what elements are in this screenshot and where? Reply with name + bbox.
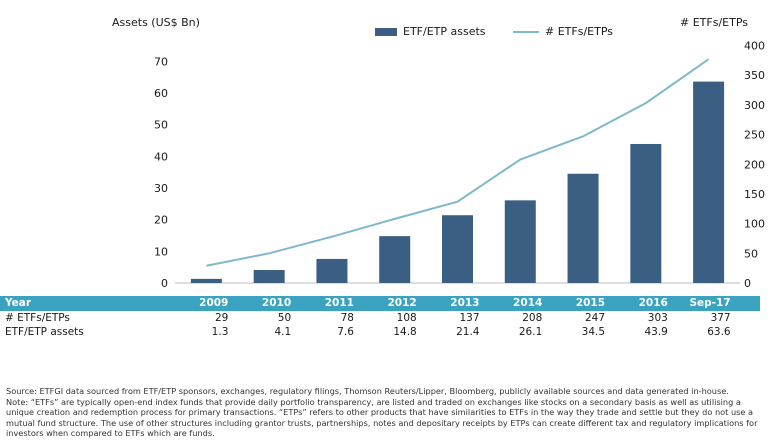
year-cell: 2014 [513,297,543,309]
left-tick-label: 50 [154,119,168,132]
year-cell: Sep-17 [689,297,731,309]
year-cell: 2011 [324,297,354,309]
right-tick-label: 250 [744,129,765,142]
table-cell: 63.6 [707,326,731,338]
year-cell: 2013 [450,297,480,309]
table-cell: 247 [585,312,606,324]
year-cell: 2012 [387,297,417,309]
left-tick-label: 70 [154,55,168,68]
left-tick-label: 10 [154,245,168,258]
bar [316,258,348,283]
data-table: Year 2009 2010 2011 2012 2013 2014 2015 … [0,296,760,339]
table-cell: 4.1 [274,326,292,338]
definition-note: Note: “ETFs” are typically open-end inde… [6,396,758,439]
bar [630,143,662,283]
year-cell: 2009 [199,297,229,309]
left-tick-label: 30 [154,182,168,195]
bar [504,200,536,283]
right-tick-label: 50 [744,247,758,260]
table-cell: 7.6 [337,326,354,338]
year-cell: 2015 [575,297,606,309]
table-cell: 137 [459,312,480,324]
table-row-count: # ETFs/ETPs 29 50 78 108 137 208 247 303… [0,311,760,325]
legend-line: # ETFs/ETPs [513,25,613,38]
bar [693,81,725,283]
right-tick-label: 100 [744,218,765,231]
legend-line-swatch [513,30,539,33]
year-cell: 2010 [261,297,292,309]
right-tick-label: 0 [744,277,751,290]
right-tick-label: 350 [744,69,765,82]
left-axis-title: Assets (US$ Bn) [112,16,200,29]
table-cell: 34.5 [581,326,606,338]
footnote: Source: ETFGI data sourced from ETF/ETP … [6,386,766,439]
legend-bar-swatch [375,27,397,36]
table-header-label: Year [5,297,32,309]
table-cell: 50 [277,312,292,324]
left-tick-label: 20 [154,214,168,227]
table-cell: 21.4 [456,326,480,338]
table-row-assets: ETF/ETP assets 1.3 4.1 7.6 14.8 21.4 26.… [0,325,760,339]
legend-bar-label: ETF/ETP assets [403,25,486,38]
year-cell: 2016 [638,297,668,309]
bar [190,278,222,283]
table-cell: 377 [710,312,731,324]
source-note: Source: ETFGI data sourced from ETF/ETP … [6,386,729,396]
combo-chart: 0 10 20 30 40 50 60 70 0 50 100 150 200 250 300 350 400 [154,40,765,291]
right-tick-label: 400 [744,40,765,53]
right-axis-title: # ETFs/ETPs [680,16,748,29]
table-cell: 43.9 [644,326,668,338]
table-row-label: # ETFs/ETPs [5,312,70,324]
right-tick-label: 200 [744,158,765,171]
left-tick-label: 60 [154,87,168,100]
table-cell: 1.3 [211,326,229,338]
table-row-label: ETF/ETP assets [5,326,84,338]
table-cell: 108 [396,312,417,324]
bar [379,236,411,283]
table-cell: 208 [522,312,543,324]
legend-bar: ETF/ETP assets [375,25,486,38]
left-tick-label: 40 [154,150,168,163]
table-header-row: Year 2009 2010 2011 2012 2013 2014 2015 … [0,296,760,311]
bar [253,270,285,283]
table-cell: 14.8 [393,326,417,338]
bar [567,173,599,283]
bar [442,215,473,283]
right-tick-label: 150 [744,188,765,201]
table-cell: 303 [647,312,668,324]
table-cell: 78 [340,312,354,324]
right-tick-label: 300 [744,99,765,112]
table-cell: 29 [215,312,229,324]
legend-line-label: # ETFs/ETPs [545,25,613,38]
table-cell: 26.1 [518,326,543,338]
left-tick-label: 0 [161,277,168,290]
